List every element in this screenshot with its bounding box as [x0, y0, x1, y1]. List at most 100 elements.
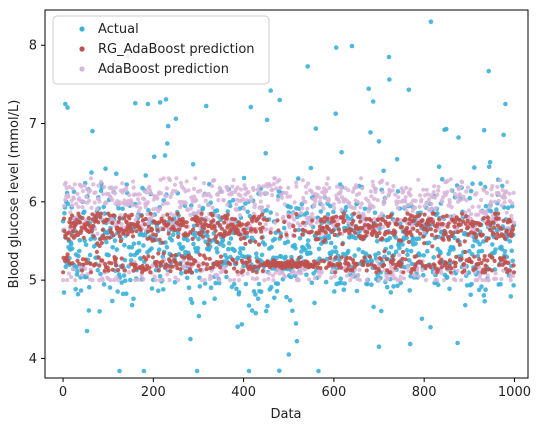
rg-adaboost-point — [497, 263, 502, 268]
actual-point — [189, 300, 195, 306]
actual-point — [63, 264, 69, 270]
actual-point — [407, 288, 413, 293]
rg-adaboost-point — [297, 255, 302, 260]
rg-adaboost-point — [130, 229, 135, 234]
rg-adaboost-point — [222, 220, 227, 225]
actual-point — [188, 297, 194, 302]
rg-adaboost-point — [439, 257, 444, 262]
adaboost-point — [102, 184, 107, 190]
adaboost-point — [146, 221, 151, 226]
rg-adaboost-point — [470, 223, 475, 228]
adaboost-point — [505, 180, 510, 185]
rg-adaboost-point — [97, 263, 102, 268]
actual-point — [149, 286, 155, 291]
adaboost-point — [72, 182, 77, 187]
rg-adaboost-point — [146, 254, 151, 259]
adaboost-point — [126, 270, 132, 275]
legend-marker-rg-adaboost — [79, 46, 85, 52]
actual-point — [503, 101, 508, 107]
actual-point — [128, 277, 133, 283]
rg-adaboost-point — [100, 227, 105, 232]
actual-point — [502, 249, 508, 254]
actual-point — [149, 246, 154, 251]
rg-adaboost-point — [418, 231, 423, 236]
rg-adaboost-point — [503, 266, 508, 271]
rg-adaboost-point — [161, 251, 166, 256]
adaboost-point — [153, 278, 158, 283]
rg-adaboost-point — [165, 212, 170, 217]
adaboost-point — [449, 205, 454, 210]
adaboost-point — [307, 277, 312, 282]
actual-point — [77, 238, 83, 243]
adaboost-point — [241, 197, 246, 202]
actual-point — [313, 126, 319, 131]
y-tick-label: 7 — [29, 117, 37, 132]
rg-adaboost-point — [480, 232, 485, 237]
adaboost-point — [142, 197, 147, 202]
adaboost-point — [292, 217, 297, 222]
actual-point — [226, 240, 232, 246]
rg-adaboost-point — [333, 255, 338, 260]
actual-point — [225, 209, 231, 214]
rg-adaboost-point — [443, 231, 448, 236]
x-axis-label: Data — [270, 407, 301, 422]
adaboost-point — [447, 200, 452, 205]
adaboost-point — [376, 278, 382, 283]
adaboost-point — [63, 197, 68, 202]
adaboost-point — [310, 212, 315, 217]
adaboost-point — [504, 189, 509, 194]
adaboost-point — [97, 199, 102, 204]
rg-adaboost-point — [147, 265, 152, 270]
rg-adaboost-point — [376, 268, 382, 273]
actual-point — [479, 248, 485, 254]
actual-point — [170, 232, 176, 237]
rg-adaboost-point — [350, 267, 355, 273]
actual-point — [101, 282, 107, 287]
rg-adaboost-point — [411, 226, 416, 231]
adaboost-point — [137, 200, 142, 206]
adaboost-point — [249, 198, 254, 203]
adaboost-point — [304, 190, 309, 195]
adaboost-point — [272, 176, 277, 181]
rg-adaboost-point — [422, 241, 427, 246]
actual-point — [369, 282, 374, 288]
rg-adaboost-point — [371, 224, 376, 229]
actual-point — [76, 253, 81, 259]
rg-adaboost-point — [322, 219, 327, 224]
rg-adaboost-point — [157, 237, 162, 242]
actual-point — [304, 210, 310, 216]
adaboost-point — [403, 199, 408, 204]
rg-adaboost-point — [399, 261, 404, 266]
actual-point — [194, 268, 199, 274]
rg-adaboost-point — [123, 212, 128, 218]
rg-adaboost-point — [135, 220, 141, 225]
adaboost-point — [261, 191, 266, 196]
adaboost-point — [243, 186, 248, 191]
adaboost-point — [358, 278, 363, 283]
rg-adaboost-point — [346, 263, 351, 268]
adaboost-point — [319, 270, 324, 275]
adaboost-point — [317, 274, 322, 279]
adaboost-point — [283, 274, 288, 279]
adaboost-point — [134, 204, 139, 209]
adaboost-point — [418, 193, 423, 198]
actual-point — [262, 242, 268, 247]
actual-point — [239, 322, 245, 327]
adaboost-point — [281, 214, 286, 220]
rg-adaboost-point — [481, 216, 486, 221]
actual-point — [200, 205, 206, 211]
adaboost-point — [408, 193, 413, 198]
rg-adaboost-point — [80, 216, 85, 221]
actual-point — [394, 156, 400, 162]
adaboost-point — [383, 196, 388, 201]
actual-point — [362, 206, 368, 212]
rg-adaboost-point — [204, 267, 209, 272]
actual-point — [202, 300, 207, 306]
actual-point — [468, 292, 474, 298]
rg-adaboost-point — [381, 263, 387, 268]
rg-adaboost-point — [174, 262, 179, 268]
adaboost-point — [63, 180, 68, 185]
rg-adaboost-point — [458, 222, 463, 227]
adaboost-point — [492, 199, 498, 204]
actual-point — [121, 273, 127, 278]
